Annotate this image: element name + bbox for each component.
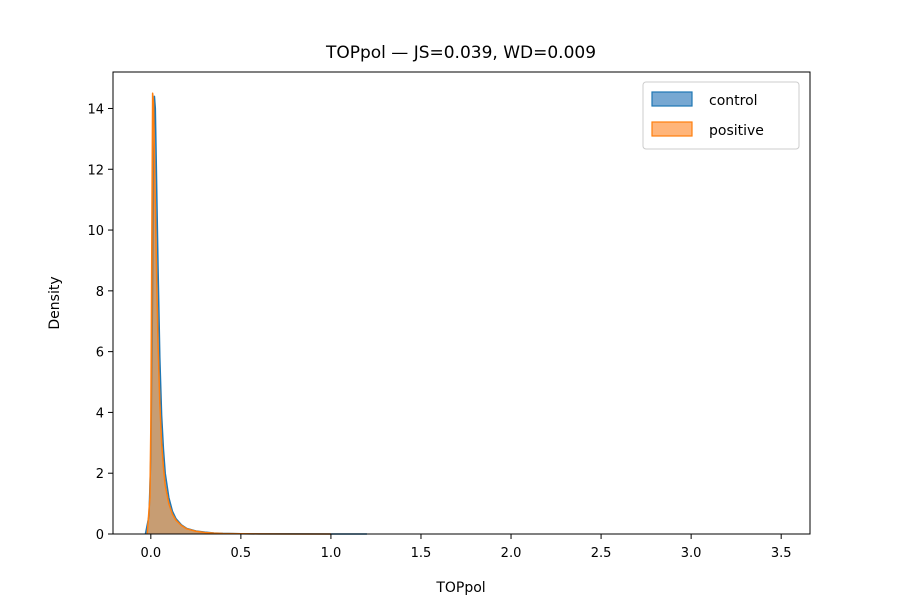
x-axis: 0.0 0.5 1.0 1.5 2.0 2.5 3.0 3.5	[140, 534, 792, 561]
y-tick-label: 14	[87, 102, 104, 117]
chart-title: TOPpol — JS=0.039, WD=0.009	[325, 43, 596, 63]
x-tick-label: 1.0	[321, 546, 342, 561]
legend-label-positive: positive	[709, 123, 764, 139]
y-tick-label: 12	[87, 163, 104, 178]
x-tick-label: 0.5	[231, 546, 252, 561]
y-tick-label: 0	[96, 528, 104, 543]
y-axis: 0 2 4 6 8 10 12 14	[87, 102, 113, 543]
y-tick-label: 4	[96, 406, 104, 421]
series-line-positive	[146, 92, 331, 535]
x-tick-label: 2.5	[591, 546, 612, 561]
y-tick-label: 10	[87, 224, 104, 239]
y-tick-label: 8	[96, 285, 104, 300]
legend: control positive	[642, 81, 800, 150]
y-axis-label: Density	[47, 276, 63, 329]
legend-label-control: control	[709, 93, 758, 109]
x-tick-label: 3.0	[681, 546, 702, 561]
x-tick-label: 1.5	[411, 546, 432, 561]
y-tick-label: 2	[96, 467, 104, 482]
x-tick-label: 0.0	[140, 546, 161, 561]
legend-swatch-positive	[651, 121, 693, 137]
x-tick-label: 2.0	[501, 546, 522, 561]
plot-frame	[112, 71, 811, 535]
legend-swatch-control	[651, 91, 693, 107]
y-tick-label: 6	[96, 346, 104, 361]
x-axis-label: TOPpol	[435, 580, 485, 596]
x-tick-label: 3.5	[771, 546, 792, 561]
